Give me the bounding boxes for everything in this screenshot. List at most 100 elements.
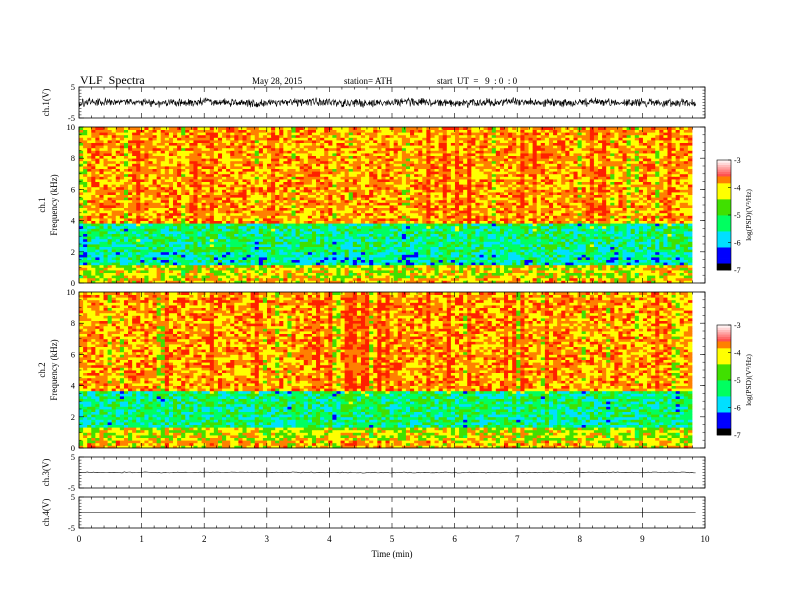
- ch1_spectrogram-cell: [418, 228, 423, 232]
- ch1_spectrogram-cell: [675, 199, 681, 203]
- ch1_spectrogram-cell: [687, 212, 693, 216]
- ch1_spectrogram-cell: [467, 249, 472, 253]
- ch1_spectrogram-cell: [475, 207, 480, 211]
- ch1_spectrogram-cell: [385, 205, 390, 208]
- ch1_spectrogram-cell: [197, 228, 202, 232]
- ch1_spectrogram-cell: [385, 207, 390, 211]
- ch1_spectrogram-cell: [565, 202, 570, 206]
- ch1_spectrogram-cell: [671, 225, 677, 229]
- ch1_spectrogram-cell: [246, 251, 252, 255]
- ch1_spectrogram-cell: [275, 251, 280, 255]
- ch1_spectrogram-cell: [197, 244, 202, 247]
- ch1_spectrogram-cell: [185, 241, 190, 245]
- ch1_spectrogram-cell: [205, 272, 211, 276]
- ch1_spectrogram-cell: [352, 205, 358, 208]
- ch1_spectrogram-cell: [193, 244, 198, 247]
- ch1_spectrogram-cell: [397, 231, 403, 234]
- ch1_spectrogram-cell: [160, 210, 166, 214]
- ch1_spectrogram-cell: [99, 202, 104, 206]
- ch1_spectrogram-cell: [128, 264, 133, 268]
- ch1_spectrogram-cell: [352, 212, 358, 216]
- ch1_spectrogram-cell: [585, 241, 591, 245]
- ch1_spectrogram-cell: [532, 228, 538, 232]
- ch1_spectrogram-cell: [205, 264, 211, 268]
- ch1_spectrogram-cell: [320, 205, 325, 208]
- ch1_spectrogram-cell: [254, 257, 260, 260]
- ch1_spectrogram-cell: [181, 197, 186, 201]
- ch1_spectrogram-cell: [348, 257, 354, 260]
- ch1_spectrogram-cell: [593, 257, 599, 260]
- ch1_spectrogram-cell: [246, 259, 252, 263]
- ch1_spectrogram-cell: [83, 267, 88, 271]
- ch1_spectrogram-cell: [491, 215, 497, 219]
- ch1_spectrogram-cell: [565, 225, 570, 229]
- ch1_spectrogram-cell: [385, 218, 390, 221]
- ch1_spectrogram-cell: [262, 231, 268, 234]
- ch1_spectrogram-cell: [168, 197, 174, 201]
- ch1_spectrogram-cell: [103, 228, 109, 232]
- ch1_spectrogram-cell: [258, 270, 264, 273]
- ch1_spectrogram-cell: [258, 262, 264, 266]
- ch1_spectrogram-cell: [103, 215, 109, 219]
- ch1_spectrogram-cell: [83, 251, 88, 255]
- ch1_spectrogram-cell: [320, 257, 325, 260]
- ch1_spectrogram-cell: [385, 257, 390, 260]
- ch1_spectrogram-cell: [622, 280, 628, 284]
- ch1_spectrogram-cell: [414, 210, 419, 214]
- ch1_spectrogram-cell: [291, 212, 296, 216]
- ch1_spectrogram-cell: [602, 220, 607, 224]
- ch1_spectrogram-cell: [91, 220, 96, 224]
- ch1_spectrogram-cell: [172, 218, 178, 221]
- ch1_spectrogram-cell: [136, 275, 141, 279]
- ch1_spectrogram-cell: [328, 267, 333, 271]
- ch1_spectrogram-cell: [659, 270, 664, 273]
- ch1_spectrogram-cell: [630, 244, 636, 247]
- ch1_spectrogram-cell: [585, 254, 591, 258]
- ch1_spectrogram-cell: [577, 246, 583, 250]
- ch1_spectrogram-cell: [454, 257, 460, 260]
- ch1_spectrogram-cell: [389, 244, 395, 247]
- ch1_spectrogram-cell: [115, 280, 121, 284]
- ch1_spectrogram-cell: [168, 236, 174, 240]
- ch1_spectrogram-cell: [324, 241, 329, 245]
- ch1_spectrogram-cell: [381, 218, 386, 221]
- ch1_spectrogram-cell: [107, 267, 113, 271]
- ch1_spectrogram-cell: [471, 254, 476, 258]
- ch1_spectrogram-cell: [365, 259, 370, 263]
- ch1_spectrogram-cell: [516, 212, 521, 216]
- ch1_spectrogram-cell: [238, 218, 243, 221]
- ch1_spectrogram-cell: [520, 277, 525, 281]
- ch1_spectrogram-cell: [258, 280, 264, 284]
- ch1_spectrogram-cell: [217, 246, 223, 250]
- ch1_spectrogram-cell: [262, 259, 268, 263]
- ch1_spectrogram-cell: [504, 254, 509, 258]
- ch1_spectrogram-cell: [581, 225, 587, 229]
- ch1_spectrogram-cell: [475, 267, 480, 271]
- ch1_spectrogram-cell: [316, 238, 321, 242]
- ch1_spectrogram-cell: [565, 259, 570, 263]
- ch1_spectrogram-cell: [83, 225, 88, 229]
- ch1_spectrogram-cell: [197, 275, 202, 279]
- ch1_spectrogram-cell: [663, 246, 668, 250]
- ch1_spectrogram-cell: [262, 223, 268, 227]
- ch1_spectrogram-cell: [381, 244, 386, 247]
- ch1_spectrogram-cell: [181, 202, 186, 206]
- ch1_spectrogram-cell: [504, 212, 509, 216]
- ch1_spectrogram-cell: [275, 199, 280, 203]
- ch1_spectrogram-cell: [311, 277, 317, 281]
- ch1_spectrogram-cell: [373, 275, 378, 279]
- ch1_spectrogram-cell: [177, 199, 182, 203]
- ch1_spectrogram-cell: [459, 231, 464, 234]
- ch1_spectrogram-cell: [651, 210, 656, 214]
- ch1_spectrogram-cell: [160, 275, 166, 279]
- ch1_spectrogram-cell: [630, 267, 636, 271]
- ch1_spectrogram-cell: [598, 220, 603, 224]
- ch1_spectrogram-cell: [205, 254, 211, 258]
- ch1_spectrogram-cell: [508, 267, 513, 271]
- ch1_spectrogram-cell: [671, 244, 677, 247]
- ch1_spectrogram-cell: [569, 238, 574, 242]
- ch1_spectrogram-cell: [647, 225, 652, 229]
- ch1_spectrogram-cell: [471, 223, 476, 227]
- ch1_spectrogram-cell: [418, 210, 423, 214]
- ch1_spectrogram-cell: [446, 233, 452, 237]
